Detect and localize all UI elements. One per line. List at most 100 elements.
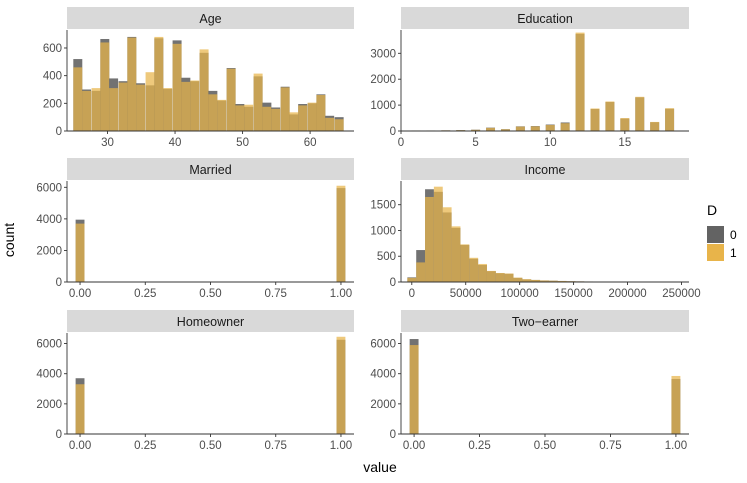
y-tick-label: 600 bbox=[43, 43, 62, 55]
x-tick-label: 1.00 bbox=[330, 288, 352, 300]
panel-1: Education 0 1000 2000 3000 0 5 10 15 bbox=[370, 7, 689, 149]
bar-d1 bbox=[127, 37, 137, 131]
bar-d1 bbox=[451, 226, 461, 282]
bar-d1 bbox=[513, 277, 523, 282]
y-tick-label: 4000 bbox=[370, 369, 396, 381]
x-tick-label: 150000 bbox=[554, 288, 592, 300]
panel-4: Homeowner 0 2000 4000 6000 0.00 0.25 0.50 0.75 1.… bbox=[36, 310, 354, 452]
bar-d1 bbox=[575, 32, 585, 131]
y-tick-label: 1000 bbox=[370, 100, 396, 112]
bar-d1 bbox=[336, 185, 346, 282]
bar-d1 bbox=[407, 277, 417, 282]
bar-d1 bbox=[154, 36, 164, 131]
y-tick-label: 0 bbox=[390, 429, 396, 441]
x-tick-label: 50000 bbox=[450, 288, 482, 300]
bar-d1 bbox=[100, 42, 110, 131]
y-tick-label: 0 bbox=[56, 429, 62, 441]
y-tick-label: 2000 bbox=[36, 399, 62, 411]
bar-d1 bbox=[181, 81, 191, 131]
y-tick-label: 4000 bbox=[36, 369, 62, 381]
y-axis-title: count bbox=[1, 223, 17, 257]
x-tick-label: 0 bbox=[409, 288, 415, 300]
legend-title: D bbox=[707, 202, 717, 218]
bar-d1 bbox=[469, 257, 479, 282]
x-axis-title: value bbox=[363, 459, 397, 475]
bar-d1 bbox=[75, 223, 85, 282]
y-tick-label: 200 bbox=[43, 98, 62, 110]
x-tick-label: 60 bbox=[304, 137, 317, 149]
bar-d1 bbox=[433, 186, 443, 282]
bar-d1 bbox=[495, 272, 505, 282]
legend-label-0: 0 bbox=[730, 228, 737, 242]
bars bbox=[73, 36, 344, 132]
bars bbox=[75, 336, 346, 434]
bar-d1 bbox=[298, 105, 308, 131]
y-tick-label: 400 bbox=[43, 71, 62, 83]
panel-strip bbox=[401, 7, 689, 29]
panel-0: Age 0 200 400 600 30 40 50 60 bbox=[43, 7, 354, 149]
x-tick-label: 0 bbox=[398, 137, 404, 149]
panel-strip bbox=[401, 310, 689, 332]
y-tick-label: 6000 bbox=[36, 339, 62, 351]
bar-d1 bbox=[82, 90, 92, 131]
panel-strip bbox=[67, 310, 354, 332]
x-tick-label: 100000 bbox=[500, 288, 538, 300]
x-tick-label: 50 bbox=[236, 137, 249, 149]
x-tick-label: 40 bbox=[169, 137, 182, 149]
y-tick-label: 0 bbox=[56, 277, 62, 289]
y-tick-label: 6000 bbox=[370, 339, 396, 351]
y-tick-label: 1000 bbox=[370, 225, 396, 237]
bar-d1 bbox=[486, 127, 496, 131]
bar-d1 bbox=[515, 126, 525, 131]
bar-d1 bbox=[190, 80, 200, 131]
bar-d1 bbox=[145, 72, 155, 131]
bar-d1 bbox=[325, 117, 335, 131]
x-tick-label: 0.00 bbox=[69, 288, 91, 300]
bar-d1 bbox=[109, 88, 119, 131]
bar-d1 bbox=[522, 279, 532, 282]
x-tick-label: 0.50 bbox=[534, 440, 556, 452]
bar-d1 bbox=[136, 84, 146, 131]
bar-d1 bbox=[605, 101, 615, 131]
bar-d1 bbox=[118, 82, 128, 131]
panel-title: Homeowner bbox=[177, 315, 244, 329]
bar-d1 bbox=[530, 126, 540, 131]
panel-title: Age bbox=[199, 12, 221, 26]
x-tick-label: 0.50 bbox=[199, 288, 221, 300]
bar-d1 bbox=[199, 49, 209, 132]
bar-d1 bbox=[334, 119, 344, 131]
bar-d1 bbox=[172, 43, 182, 131]
x-tick-label: 15 bbox=[618, 137, 631, 149]
x-tick-label: 0.75 bbox=[599, 440, 621, 452]
bar-d1 bbox=[486, 270, 496, 282]
y-tick-label: 500 bbox=[377, 251, 396, 263]
bar-d1 bbox=[235, 105, 245, 131]
x-tick-label: 200000 bbox=[608, 288, 646, 300]
bar-d1 bbox=[471, 129, 481, 131]
legend-label-1: 1 bbox=[730, 246, 737, 260]
x-tick-label: 0.25 bbox=[134, 440, 156, 452]
bar-d1 bbox=[316, 95, 326, 131]
bar-d1 bbox=[289, 112, 299, 131]
bar-d1 bbox=[75, 384, 85, 434]
panel-5: Two−earner 0 2000 4000 6000 0.00 0.25 0.50 0.75 1… bbox=[370, 310, 689, 452]
x-tick-label: 250000 bbox=[662, 288, 700, 300]
bars bbox=[75, 185, 346, 282]
bar-d1 bbox=[500, 129, 510, 131]
x-tick-label: 0.50 bbox=[199, 440, 221, 452]
bar-d1 bbox=[460, 244, 470, 282]
y-tick-label: 1500 bbox=[370, 200, 396, 212]
bar-d1 bbox=[307, 102, 317, 131]
bar-d1 bbox=[545, 125, 555, 131]
bar-d1 bbox=[217, 99, 227, 131]
legend-swatch-0 bbox=[707, 226, 724, 243]
x-tick-label: 5 bbox=[472, 137, 478, 149]
panel-title: Education bbox=[517, 12, 573, 26]
bar-d1 bbox=[226, 68, 236, 131]
bar-d1 bbox=[271, 108, 281, 131]
y-tick-label: 0 bbox=[56, 126, 62, 138]
bar-d1 bbox=[540, 280, 549, 282]
x-tick-label: 0.75 bbox=[265, 288, 287, 300]
bars bbox=[411, 32, 675, 132]
